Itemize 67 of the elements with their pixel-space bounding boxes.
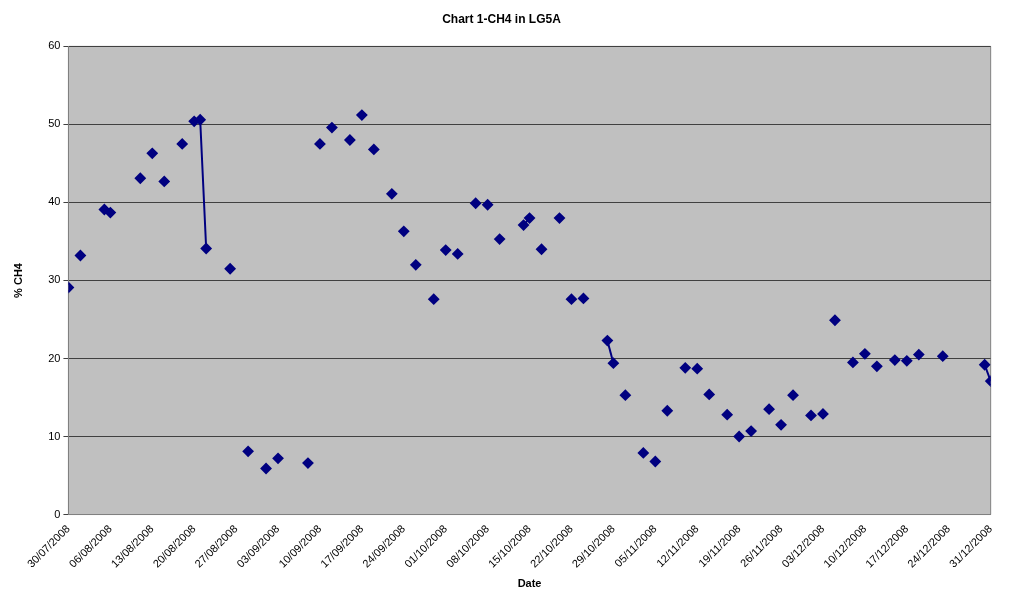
point — [536, 243, 548, 255]
point — [775, 419, 787, 431]
point — [146, 147, 158, 159]
point — [649, 455, 661, 467]
point — [74, 250, 86, 261]
point — [272, 452, 284, 464]
point — [260, 463, 272, 474]
point — [386, 188, 398, 200]
point — [224, 263, 236, 275]
point — [859, 348, 871, 360]
x-axis-title: Date — [517, 577, 542, 590]
point — [619, 389, 631, 401]
point — [745, 425, 757, 437]
point — [410, 259, 422, 271]
point — [398, 225, 410, 237]
point — [787, 389, 799, 401]
point — [524, 212, 536, 224]
point — [679, 362, 691, 374]
point — [577, 292, 589, 304]
y-axis-title: % CH4 — [11, 262, 24, 298]
point — [829, 314, 841, 326]
point — [176, 138, 188, 150]
point — [242, 445, 254, 457]
y-tick-label: 50 — [48, 117, 61, 130]
y-tick-label: 10 — [48, 429, 61, 442]
point — [452, 248, 464, 260]
point — [440, 244, 452, 256]
point — [937, 350, 949, 362]
point — [302, 457, 314, 469]
point — [518, 219, 530, 231]
point — [200, 242, 212, 254]
point — [913, 349, 925, 361]
point — [482, 199, 494, 211]
point — [889, 354, 901, 366]
point — [871, 360, 883, 372]
y-tick-label: 30 — [48, 273, 61, 286]
y-tick-label: 0 — [54, 507, 61, 520]
point — [691, 363, 703, 375]
point — [607, 357, 619, 369]
point — [158, 175, 170, 187]
y-tick-label: 40 — [48, 195, 61, 208]
point — [817, 408, 829, 420]
point — [494, 233, 506, 245]
point — [661, 405, 673, 417]
point — [805, 409, 817, 421]
y-tick-label: 60 — [48, 39, 61, 52]
point — [721, 409, 733, 421]
point — [98, 203, 110, 215]
point — [314, 138, 326, 150]
point — [763, 403, 775, 415]
point — [601, 335, 613, 347]
point — [847, 356, 859, 368]
point — [470, 197, 482, 209]
point — [134, 172, 146, 184]
point — [565, 293, 577, 305]
point — [553, 212, 565, 224]
point — [356, 109, 368, 121]
y-tick-label: 20 — [48, 351, 61, 364]
point — [368, 143, 380, 155]
point — [901, 355, 913, 367]
point — [428, 293, 440, 305]
point — [637, 447, 649, 459]
point — [703, 388, 715, 400]
chart-title: Chart 1-CH4 in LG5A — [442, 11, 562, 26]
point — [733, 431, 745, 443]
point — [344, 134, 356, 146]
point — [326, 122, 338, 134]
